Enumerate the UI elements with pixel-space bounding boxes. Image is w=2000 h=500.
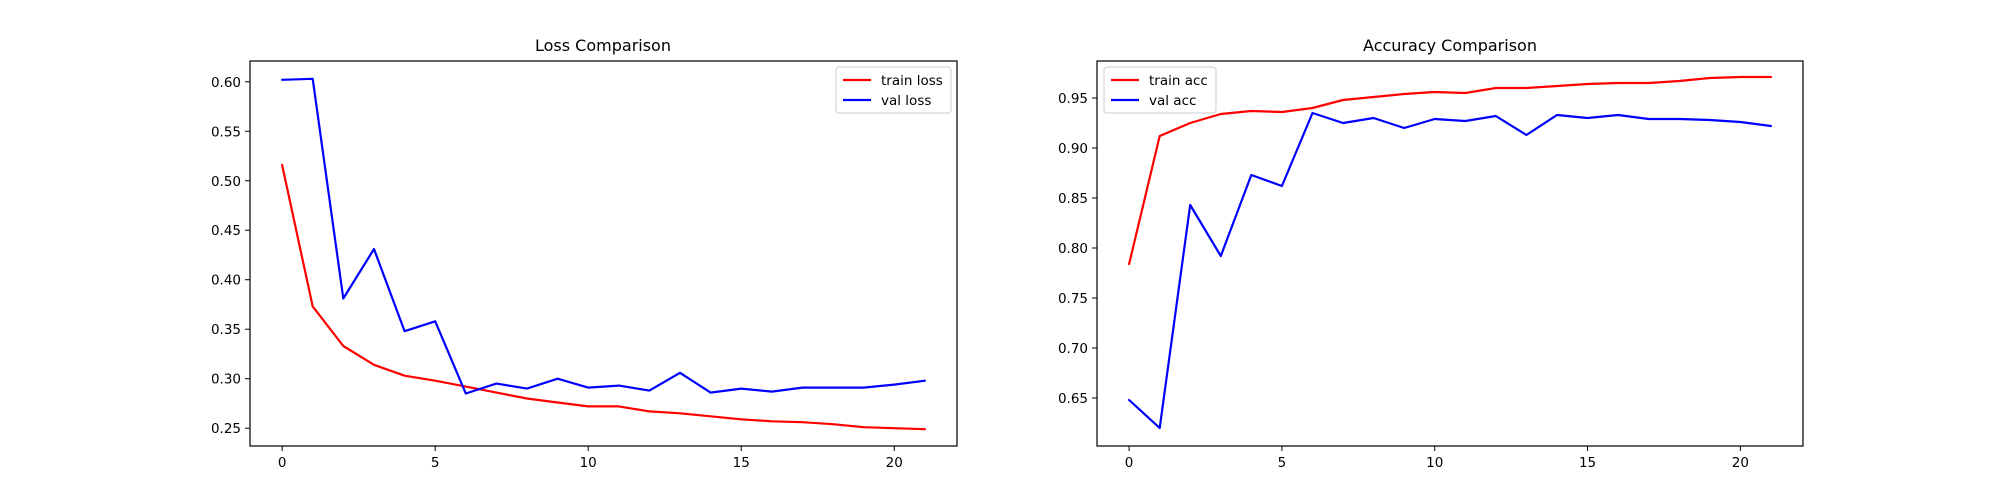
y-axis: 0.25 0.30 0.35 0.40 0.45 0.50 0.55 0.60	[211, 75, 250, 437]
x-tick-label: 5	[431, 455, 440, 471]
y-axis: 0.65 0.70 0.75 0.80 0.85 0.90 0.95	[1058, 91, 1097, 407]
y-tick-label: 0.65	[1058, 391, 1088, 407]
series-line-val-acc	[1127, 111, 1773, 430]
legend-label-val-acc: val acc	[1149, 93, 1196, 109]
y-tick-label: 0.25	[211, 421, 241, 437]
x-tick-label: 5	[1278, 455, 1287, 471]
accuracy-comparison-chart: Accuracy Comparison 0 5 10 15 20 0.65 0.70 0.7…	[1058, 36, 1804, 471]
x-tick-label: 10	[1426, 455, 1443, 471]
plot-series	[1127, 75, 1773, 430]
chart-title: Loss Comparison	[535, 36, 671, 55]
loss-comparison-chart: Loss Comparison 0 5 10 15 20 0.25 0.30 0.35 0.4…	[211, 36, 958, 471]
y-tick-label: 0.30	[211, 372, 241, 388]
x-axis: 0 5 10 15 20	[1125, 446, 1749, 471]
legend-label-val-loss: val loss	[881, 93, 931, 109]
y-tick-label: 0.85	[1058, 191, 1088, 207]
x-tick-label: 0	[278, 455, 287, 471]
chart-title: Accuracy Comparison	[1363, 36, 1537, 55]
y-tick-label: 0.70	[1058, 341, 1088, 357]
x-axis: 0 5 10 15 20	[278, 446, 903, 471]
y-tick-label: 0.80	[1058, 241, 1088, 257]
y-tick-label: 0.35	[211, 322, 241, 338]
x-tick-label: 15	[1579, 455, 1596, 471]
legend-label-train-acc: train acc	[1149, 73, 1208, 89]
series-line-train-acc	[1127, 75, 1773, 266]
x-tick-label: 15	[733, 455, 750, 471]
x-tick-label: 0	[1125, 455, 1134, 471]
legend-box	[835, 66, 952, 114]
y-tick-label: 0.45	[211, 223, 241, 239]
y-tick-label: 0.90	[1058, 141, 1088, 157]
y-tick-label: 0.60	[211, 75, 241, 91]
x-tick-label: 20	[1732, 455, 1749, 471]
series-line-train-loss	[281, 163, 927, 431]
plot-series	[281, 77, 927, 431]
legend: train acc val acc	[1103, 66, 1217, 114]
axes-frame	[249, 60, 958, 447]
legend-box	[1103, 66, 1217, 114]
y-tick-label: 0.40	[211, 273, 241, 289]
legend: train loss val loss	[835, 66, 952, 114]
legend-label-train-loss: train loss	[881, 73, 943, 89]
y-tick-label: 0.75	[1058, 291, 1088, 307]
y-tick-label: 0.50	[211, 174, 241, 190]
y-tick-label: 0.55	[211, 124, 241, 140]
y-tick-label: 0.95	[1058, 91, 1088, 107]
x-tick-label: 20	[886, 455, 903, 471]
x-tick-label: 10	[580, 455, 597, 471]
series-line-val-loss	[281, 77, 927, 395]
axes-frame	[1096, 60, 1804, 447]
